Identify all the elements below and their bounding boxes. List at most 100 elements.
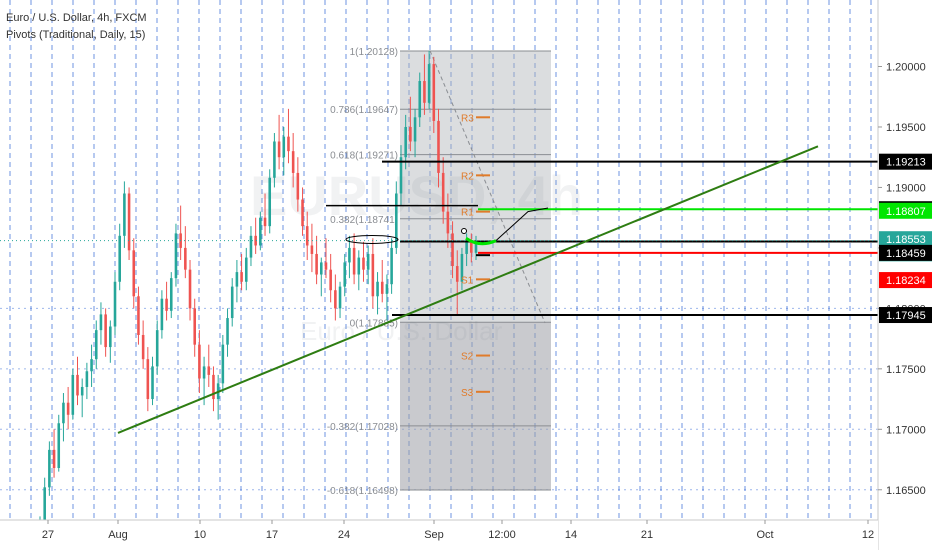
candle-body bbox=[137, 296, 140, 335]
candle-body bbox=[259, 217, 262, 246]
fib-level-label: -0.382(1.17028) bbox=[327, 422, 398, 433]
candle-body bbox=[338, 286, 342, 309]
watermark-symbol: EURUSD, 4h bbox=[250, 164, 583, 227]
candle-body bbox=[399, 157, 403, 194]
candle-body bbox=[310, 245, 314, 254]
price-tag-bg bbox=[879, 244, 932, 261]
price-tag-label: 1.18234 bbox=[886, 275, 926, 287]
candle-body bbox=[427, 64, 431, 103]
candle-body bbox=[193, 308, 196, 345]
candle-body bbox=[235, 272, 239, 287]
x-tick-label: 24 bbox=[338, 529, 350, 541]
candle-body bbox=[66, 402, 70, 415]
candle-body bbox=[240, 272, 243, 282]
trendline-group bbox=[117, 145, 819, 434]
fib-diagonal bbox=[429, 50, 546, 324]
pivot-label-S2: S2 bbox=[461, 352, 474, 363]
symbol-title: Euro / U.S. Dollar, 4h, FXCM bbox=[6, 12, 147, 24]
candle-body bbox=[357, 257, 361, 275]
candle-body bbox=[460, 253, 464, 282]
fib-level-label: 0.382(1.18741) bbox=[330, 215, 398, 226]
pivot-label-S3: S3 bbox=[461, 388, 474, 399]
annotations bbox=[345, 207, 549, 246]
pivot-marker bbox=[461, 227, 467, 234]
price-tag-label: 1.17945 bbox=[886, 310, 926, 322]
fib-level-label: 0.618(1.19271) bbox=[330, 151, 398, 162]
candle-body bbox=[202, 366, 206, 379]
candle-body bbox=[151, 366, 154, 400]
fib-level-label: 0(1.17885) bbox=[350, 318, 398, 329]
pivot-label-R2: R2 bbox=[461, 171, 474, 182]
candle-body bbox=[277, 141, 281, 158]
x-tick-label: Sep bbox=[424, 529, 444, 541]
candle-body bbox=[132, 250, 136, 297]
candle-body bbox=[470, 241, 473, 253]
pivot-label-R1: R1 bbox=[461, 208, 474, 219]
candle-body bbox=[315, 253, 318, 275]
candle-body bbox=[249, 235, 253, 258]
candle-body bbox=[305, 226, 309, 246]
watermark-group: EURUSD, 4h Euro / U.S. Dollar bbox=[250, 164, 583, 346]
price-tag-bg bbox=[879, 272, 932, 289]
candle-body bbox=[254, 235, 257, 246]
candle-body bbox=[432, 64, 436, 121]
x-tick-label: 27 bbox=[42, 529, 54, 541]
x-axis-panel bbox=[0, 520, 878, 550]
candle-body bbox=[244, 257, 248, 282]
fib-level-label: 1(1.20128) bbox=[350, 47, 398, 58]
candle-body bbox=[441, 172, 445, 212]
candle-body bbox=[348, 247, 351, 263]
fib-lower-zone bbox=[400, 322, 551, 491]
candle-body bbox=[43, 487, 46, 520]
candle-body bbox=[371, 253, 375, 297]
x-tick-label: Aug bbox=[108, 529, 128, 541]
candle-body bbox=[423, 81, 426, 103]
pivot-label-R3: R3 bbox=[461, 113, 474, 124]
candle-body bbox=[62, 402, 65, 424]
candle-body bbox=[160, 298, 164, 331]
candle-body bbox=[437, 120, 440, 173]
candle-body bbox=[409, 126, 412, 142]
candle-body bbox=[76, 374, 79, 396]
price-tag-label: 1.19213 bbox=[886, 157, 926, 169]
candle-body bbox=[165, 298, 168, 311]
candle-body bbox=[221, 344, 225, 384]
x-tick-label: Oct bbox=[756, 529, 773, 541]
chart-grid bbox=[0, 0, 878, 520]
pivot-label-S1: S1 bbox=[461, 275, 474, 286]
price-tag-bg bbox=[879, 231, 932, 248]
candle-body bbox=[52, 449, 56, 468]
candle-body bbox=[451, 233, 454, 267]
y-tick-label: 1.19000 bbox=[886, 182, 926, 194]
x-tick-label: 14 bbox=[565, 529, 577, 541]
candle-body bbox=[282, 136, 286, 158]
candle-body bbox=[352, 247, 356, 275]
candle-body bbox=[446, 211, 450, 234]
candle-body bbox=[395, 193, 398, 248]
candle-body bbox=[155, 330, 159, 367]
candle-body bbox=[57, 423, 61, 468]
x-tick-label: 10 bbox=[194, 529, 206, 541]
candle-body bbox=[404, 126, 407, 158]
price-tags: 1.192131.188201.188071.1855302:40:491.18… bbox=[879, 153, 932, 324]
candle-body bbox=[366, 253, 370, 270]
candle-body bbox=[207, 366, 211, 375]
candle-body bbox=[113, 281, 117, 327]
candle-body bbox=[118, 235, 121, 282]
x-tick-label: 17 bbox=[266, 529, 278, 541]
candle-body bbox=[273, 141, 276, 178]
chart-legend: Euro / U.S. Dollar, 4h, FXCM Pivots (Tra… bbox=[6, 10, 147, 44]
price-tag-bg bbox=[879, 307, 932, 324]
candle-body bbox=[385, 284, 389, 294]
candle-body bbox=[390, 247, 393, 285]
candle-body bbox=[127, 193, 131, 251]
green-projection bbox=[465, 236, 497, 246]
candle-body bbox=[85, 371, 89, 387]
candle-body bbox=[291, 151, 295, 173]
watermark-name: Euro / U.S. Dollar bbox=[300, 316, 503, 346]
candle-body bbox=[324, 262, 328, 270]
candle-body bbox=[474, 240, 478, 253]
x-tick-label: 12 bbox=[862, 529, 874, 541]
candle-body bbox=[141, 334, 145, 360]
